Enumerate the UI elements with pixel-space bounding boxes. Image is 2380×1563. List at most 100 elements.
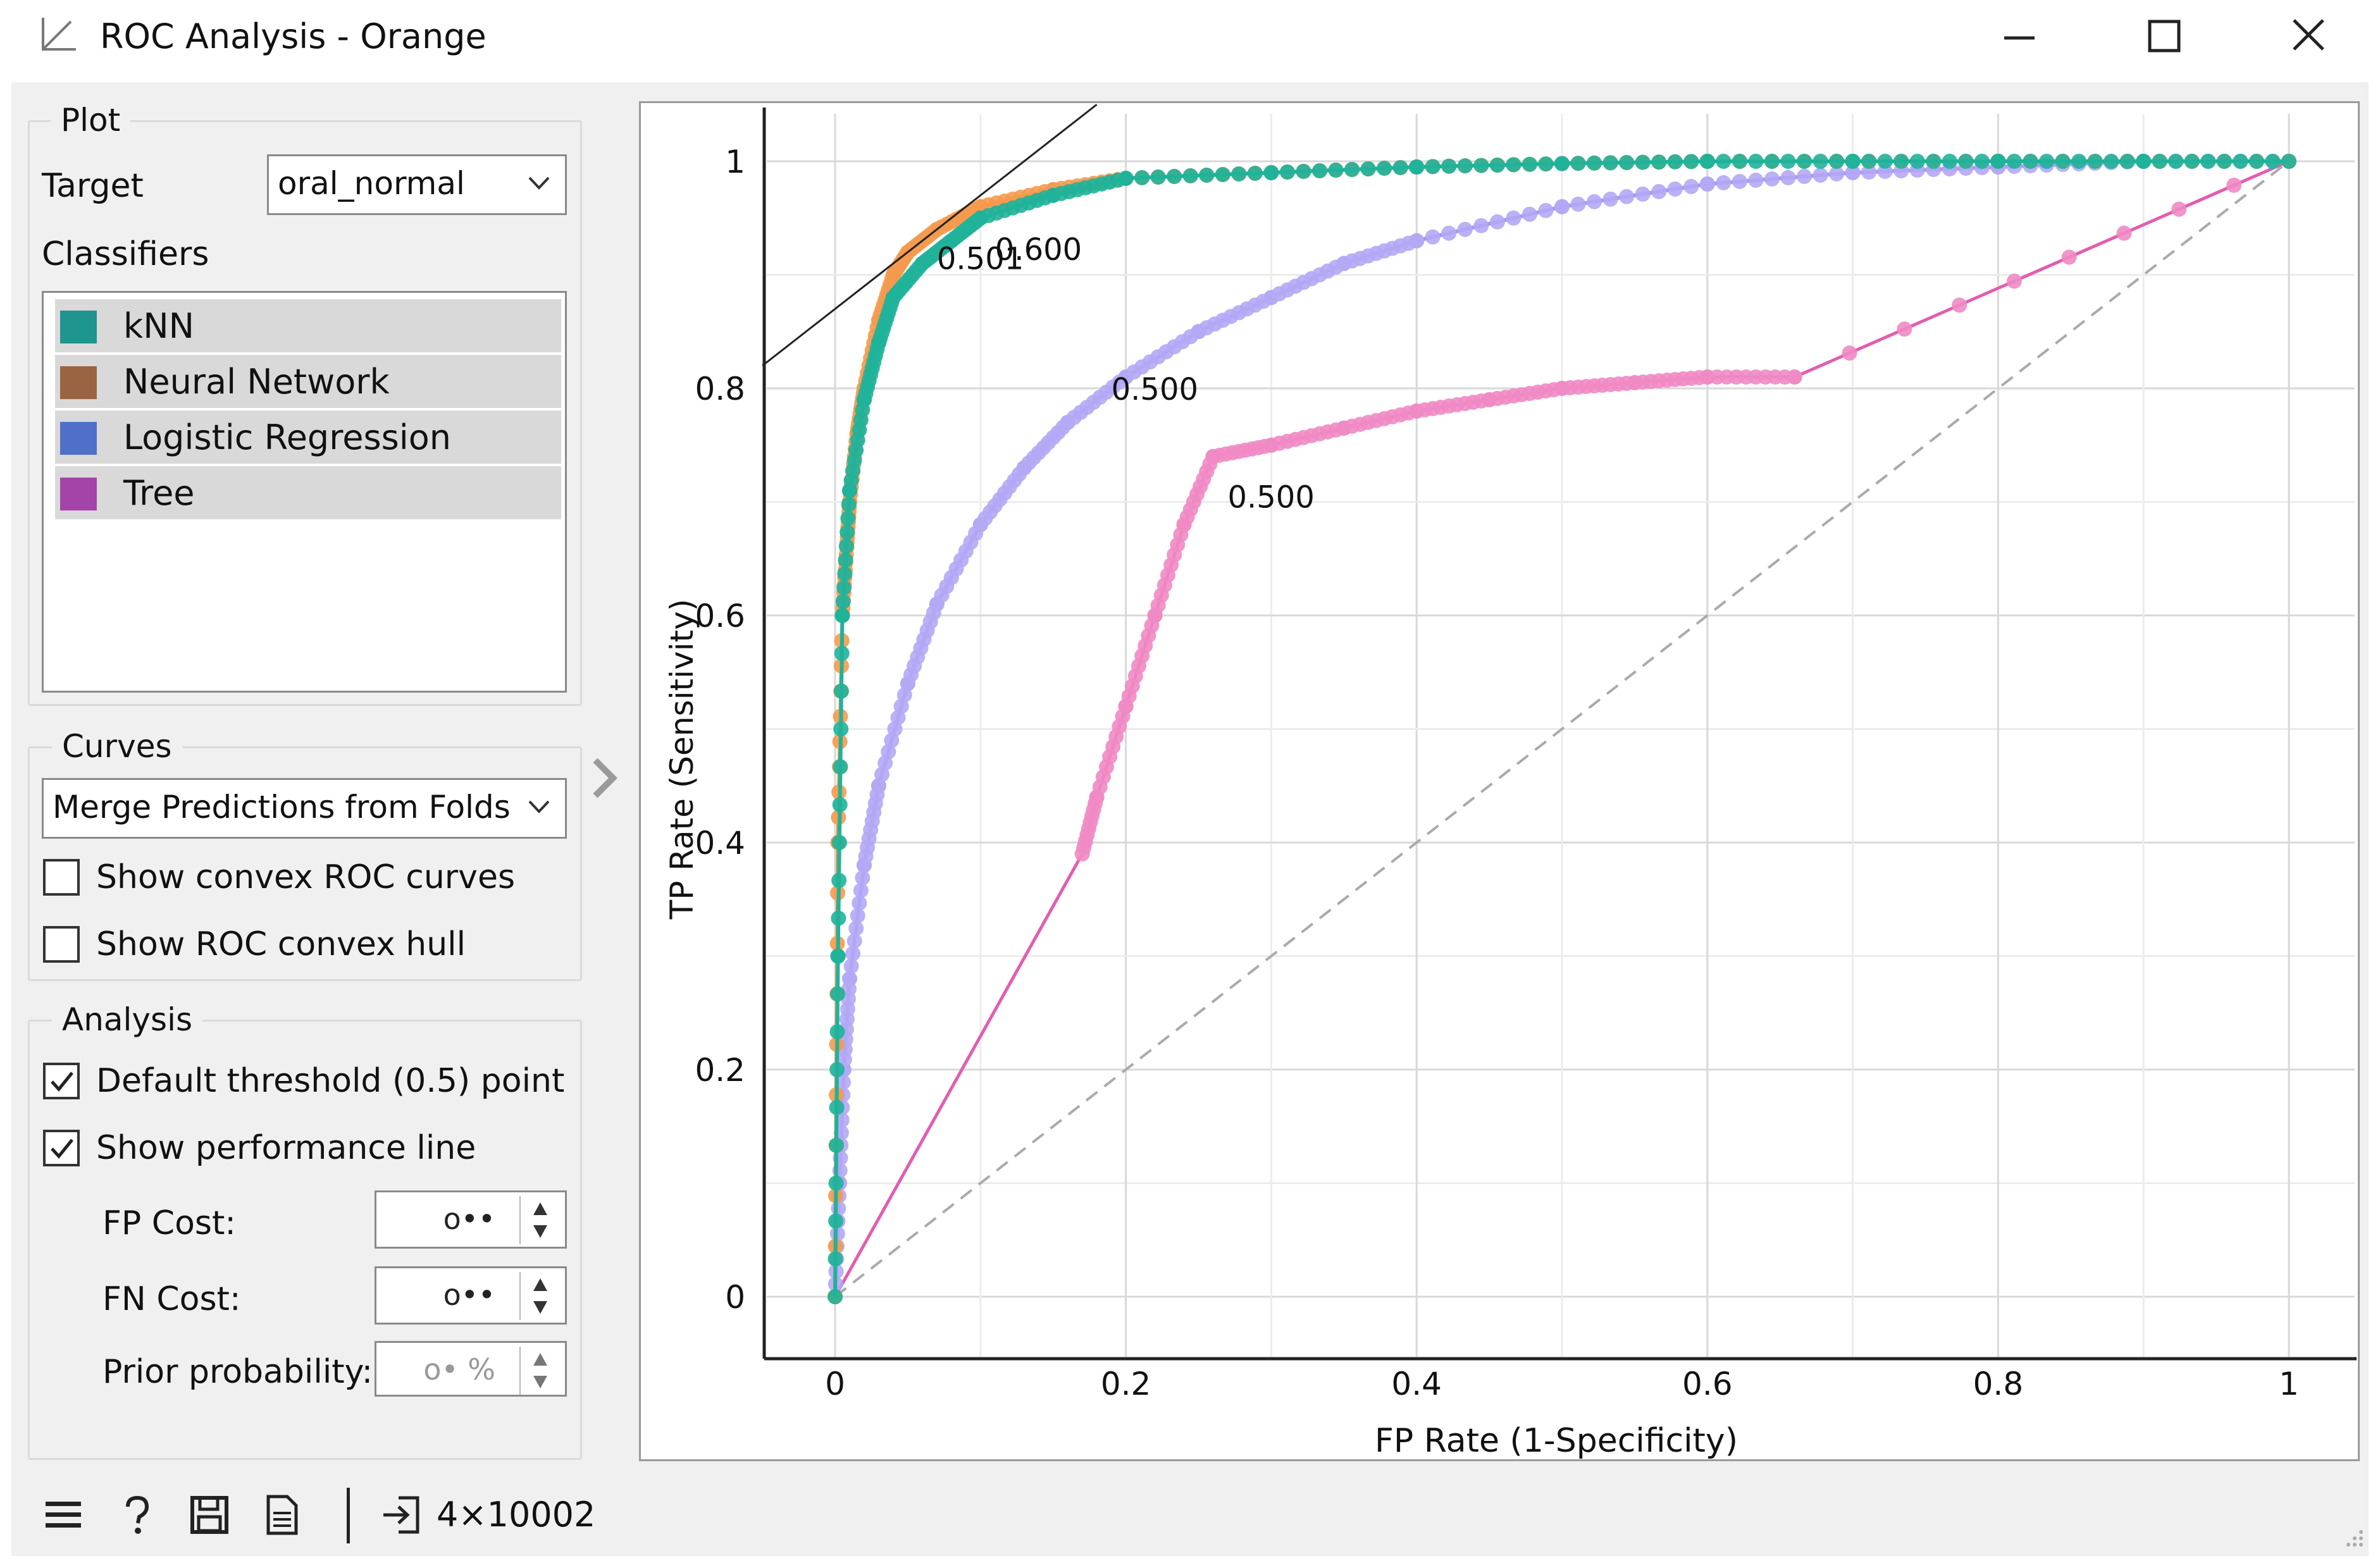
curves-group-title: Curves xyxy=(52,727,182,765)
roc-point-knn xyxy=(1877,154,1893,169)
maximize-button[interactable] xyxy=(2132,9,2195,66)
roc-point-knn xyxy=(828,1213,844,1229)
roc-point-knn xyxy=(2087,154,2103,169)
plot-frame xyxy=(639,101,2360,1461)
merge-predictions-value: Merge Predictions from Folds xyxy=(53,789,511,825)
classifier-item-tree[interactable]: Tree xyxy=(55,466,561,519)
show-roc-hull-checkbox[interactable] xyxy=(43,926,80,963)
roc-point-knn xyxy=(835,594,851,610)
roc-point-knn xyxy=(2216,154,2232,169)
roc-point-logistic-regression xyxy=(1813,167,1828,183)
roc-point-logistic-regression xyxy=(853,882,869,898)
classifier-item-neural-network[interactable]: Neural Network xyxy=(55,355,561,408)
roc-point-knn xyxy=(1392,159,1408,175)
roc-point-knn xyxy=(1942,154,1957,169)
minimize-button[interactable] xyxy=(1986,9,2050,66)
roc-point-knn xyxy=(841,497,857,512)
checkmark-icon xyxy=(51,1072,73,1092)
roc-point-logistic-regression xyxy=(843,958,859,974)
roc-point-knn xyxy=(1764,154,1780,169)
collapse-panel-arrow-icon[interactable] xyxy=(585,753,623,803)
roc-point-knn xyxy=(1215,166,1230,182)
fn-cost-stepper[interactable] xyxy=(519,1272,560,1320)
roc-point-logistic-regression xyxy=(1570,196,1586,212)
window-title: ROC Analysis - Orange xyxy=(100,16,487,56)
roc-point-knn xyxy=(1958,154,1974,169)
plot-grid xyxy=(767,114,2355,1357)
prior-probability-stepper[interactable] xyxy=(519,1347,560,1395)
performance-line-checkbox[interactable] xyxy=(43,1130,80,1166)
chevron-down-icon xyxy=(528,176,550,190)
input-icon[interactable] xyxy=(380,1493,424,1537)
roc-point-knn xyxy=(1134,170,1150,185)
roc-point-logistic-regression xyxy=(1780,170,1796,185)
y-tick-label: 1 xyxy=(725,144,745,180)
roc-point-logistic-regression xyxy=(1797,168,1812,184)
roc-point-tree xyxy=(1842,345,1857,361)
roc-point-knn xyxy=(2152,154,2167,169)
roc-point-knn xyxy=(2119,154,2135,169)
target-label: Target xyxy=(42,167,144,205)
roc-point-knn xyxy=(1554,156,1570,171)
fp-cost-stepper[interactable] xyxy=(519,1196,560,1244)
show-convex-roc-label: Show convex ROC curves xyxy=(96,858,516,896)
roc-point-knn xyxy=(1797,154,1812,169)
help-icon[interactable] xyxy=(115,1493,159,1537)
roc-point-knn xyxy=(829,1137,845,1153)
roc-point-knn xyxy=(1409,159,1425,175)
roc-plot[interactable]: 0 0.2 0.4 0.6 0.8 1 0 0.2 0.4 0.6 0.8 1 0.5010.600… xyxy=(639,101,2360,1461)
prior-probability-spinbox[interactable]: o• % xyxy=(375,1341,567,1397)
roc-point-knn xyxy=(1748,154,1764,169)
roc-point-knn xyxy=(831,835,847,850)
roc-point-knn xyxy=(1279,164,1295,180)
y-tick-labels: 0 0.2 0.4 0.6 0.8 1 xyxy=(695,144,745,1316)
roc-point-logistic-regression xyxy=(1457,221,1473,237)
classifier-item-knn[interactable]: kNN xyxy=(55,299,561,352)
checkmark-icon xyxy=(51,1139,73,1159)
resize-grip-icon[interactable] xyxy=(2341,1524,2366,1550)
x-tick-label: 0.2 xyxy=(1101,1366,1151,1402)
roc-point-logistic-regression xyxy=(1554,199,1570,214)
menu-icon[interactable] xyxy=(42,1493,86,1537)
roc-point-knn xyxy=(831,910,846,926)
roc-point-knn xyxy=(1716,154,1732,169)
merge-predictions-combo[interactable]: Merge Predictions from Folds xyxy=(42,778,567,839)
save-icon[interactable] xyxy=(187,1493,232,1537)
roc-point-tree xyxy=(1897,321,1912,337)
default-threshold-checkbox[interactable] xyxy=(43,1063,80,1099)
roc-point-knn xyxy=(1780,154,1796,169)
roc-point-knn xyxy=(830,986,846,1002)
roc-point-knn xyxy=(1473,158,1489,173)
roc-point-knn xyxy=(1619,154,1635,170)
roc-point-knn xyxy=(1602,155,1618,171)
roc-point-knn xyxy=(2265,154,2281,169)
report-icon[interactable] xyxy=(259,1493,304,1537)
classifier-item-logistic-regression[interactable]: Logistic Regression xyxy=(55,411,561,464)
roc-series xyxy=(827,154,2296,1304)
close-icon xyxy=(2293,19,2324,51)
roc-app-icon xyxy=(42,18,76,51)
x-tick-label: 0.4 xyxy=(1391,1366,1442,1402)
classifiers-list[interactable]: kNN Neural Network Logistic Regression T… xyxy=(42,291,567,693)
roc-point-knn xyxy=(2055,154,2071,169)
fp-cost-label: FP Cost: xyxy=(102,1204,236,1242)
close-button[interactable] xyxy=(2278,9,2341,66)
title-bar: ROC Analysis - Orange xyxy=(0,0,2380,79)
roc-point-logistic-regression xyxy=(1587,194,1602,209)
roc-point-knn xyxy=(1425,159,1441,175)
target-combo[interactable]: oral_normal xyxy=(267,154,567,215)
roc-point-tree xyxy=(1787,369,1802,385)
roc-point-knn xyxy=(2023,154,2038,169)
fp-cost-spinbox[interactable]: o•• xyxy=(375,1190,567,1249)
roc-point-knn xyxy=(1199,167,1215,183)
prior-probability-value: o• % xyxy=(423,1352,495,1387)
show-convex-roc-checkbox[interactable] xyxy=(43,859,80,896)
roc-point-knn xyxy=(829,1099,845,1115)
classifier-label: Tree xyxy=(123,473,195,513)
classifier-color-swatch xyxy=(60,422,97,455)
roc-point-knn xyxy=(833,721,849,737)
roc-point-knn xyxy=(1699,154,1715,169)
roc-point-knn xyxy=(1231,166,1247,182)
fn-cost-spinbox[interactable]: o•• xyxy=(375,1266,567,1325)
roc-point-knn xyxy=(1489,157,1505,173)
